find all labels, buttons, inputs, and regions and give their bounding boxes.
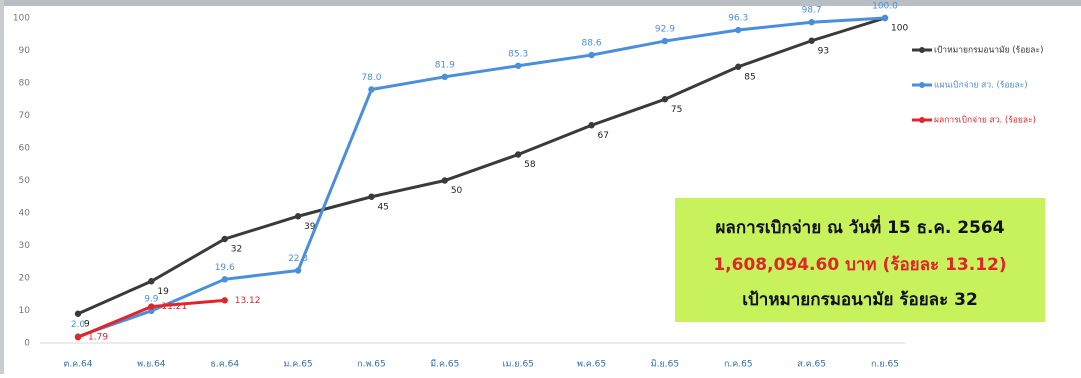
point xyxy=(148,303,155,310)
point xyxy=(221,276,228,283)
y-tick-label: 80 xyxy=(19,79,31,89)
point xyxy=(368,193,375,200)
y-tick-label: 70 xyxy=(19,111,31,121)
y-tick-label: 60 xyxy=(19,144,31,154)
x-tick-label: มิ.ย.65 xyxy=(651,359,679,370)
legend-label: เป้าหมายกรมอนามัย (ร้อยละ) xyxy=(934,45,1043,56)
data-label: 11.21 xyxy=(161,302,187,312)
point xyxy=(514,62,522,69)
data-label: 2.0 xyxy=(71,320,86,330)
data-label: 19 xyxy=(157,287,169,297)
data-label: 19.6 xyxy=(215,263,235,273)
x-tick-label: ต.ค.64 xyxy=(63,360,92,370)
legend-marker xyxy=(919,117,925,123)
point xyxy=(368,86,375,93)
data-label: 45 xyxy=(377,202,388,212)
x-tick-label: พ.ย.64 xyxy=(137,360,166,370)
data-label: 88.6 xyxy=(582,39,602,49)
point xyxy=(441,73,449,81)
x-tick-label: ก.พ.65 xyxy=(357,360,386,370)
point xyxy=(735,26,742,34)
data-label: 75 xyxy=(671,105,682,115)
top-strip xyxy=(0,0,1081,6)
point xyxy=(514,151,522,158)
data-label: 100 xyxy=(891,24,908,34)
data-label: 85 xyxy=(744,72,755,82)
annotation: ผลการเบิกจ่าย ณ วันที่ 15 ธ.ค. 2564 1,60… xyxy=(713,215,1006,310)
x-tick-label: พ.ค.65 xyxy=(577,360,606,370)
x-tick-label: ส.ค.65 xyxy=(797,360,826,370)
point xyxy=(294,213,302,220)
data-label: 78.0 xyxy=(361,73,381,83)
data-label: 13.12 xyxy=(235,296,261,306)
data-label: 22.3 xyxy=(288,254,308,264)
data-label: 9 xyxy=(84,319,90,329)
data-label: 58 xyxy=(524,160,536,170)
data-label: 100.0 xyxy=(872,2,898,12)
y-tick-label: 50 xyxy=(19,176,31,186)
point xyxy=(808,19,815,26)
data-label: 92.9 xyxy=(655,25,675,35)
annotation-line: ผลการเบิกจ่าย ณ วันที่ 15 ธ.ค. 2564 xyxy=(715,215,1004,238)
data-label: 32 xyxy=(231,245,242,255)
y-tick-label: 100 xyxy=(13,14,30,24)
annotation-line: เป้าหมายกรมอนามัย ร้อยละ 32 xyxy=(742,290,978,310)
series-line xyxy=(77,16,886,316)
point xyxy=(735,63,742,70)
data-label: 96.3 xyxy=(728,14,748,24)
point xyxy=(221,297,228,304)
data-label: 81.9 xyxy=(435,60,455,70)
legend-marker xyxy=(919,82,925,88)
series-line xyxy=(77,16,886,338)
data-label: 1.79 xyxy=(88,333,108,343)
annotation-line: 1,608,094.60 บาท (ร้อยละ 13.12) xyxy=(713,255,1006,275)
point xyxy=(74,333,82,341)
point xyxy=(881,14,889,22)
point xyxy=(148,278,155,285)
x-tick-label: ธ.ค.64 xyxy=(210,360,239,370)
data-label: 93 xyxy=(818,46,829,56)
annotation-box xyxy=(675,198,1045,322)
y-tick-label: 10 xyxy=(19,306,31,316)
data-label: 67 xyxy=(598,131,609,141)
x-tick-label: เม.ย.65 xyxy=(502,360,533,370)
legend-label: ผลการเบิกจ่าย สว. (ร้อยละ) xyxy=(934,115,1036,126)
data-label: 39 xyxy=(304,222,316,232)
x-tick-label: ม.ค.65 xyxy=(284,360,313,370)
y-tick-label: 20 xyxy=(19,274,31,284)
data-label: 9.9 xyxy=(144,294,159,304)
point xyxy=(661,37,669,45)
point xyxy=(661,96,669,103)
point xyxy=(294,267,302,274)
point xyxy=(588,122,595,129)
x-tick-label: ก.ย.65 xyxy=(871,360,899,370)
point xyxy=(441,177,449,184)
data-label: 85.3 xyxy=(508,49,528,59)
point xyxy=(74,310,82,317)
legend-label: แผนเบิกจ่าย สว. (ร้อยละ) xyxy=(934,80,1028,91)
y-tick-label: 30 xyxy=(19,241,31,251)
y-tick-label: 0 xyxy=(24,339,30,349)
data-label: 50 xyxy=(451,186,463,196)
point xyxy=(588,51,595,59)
point xyxy=(221,235,228,243)
point xyxy=(808,37,815,44)
data-label: 98.7 xyxy=(802,6,822,16)
y-tick-label: 40 xyxy=(19,209,31,219)
x-tick-label: ก.ค.65 xyxy=(724,360,753,370)
left-strip xyxy=(0,0,4,374)
x-tick-label: มี.ค.65 xyxy=(430,359,459,370)
legend-marker xyxy=(919,47,925,53)
y-tick-label: 90 xyxy=(19,46,31,56)
